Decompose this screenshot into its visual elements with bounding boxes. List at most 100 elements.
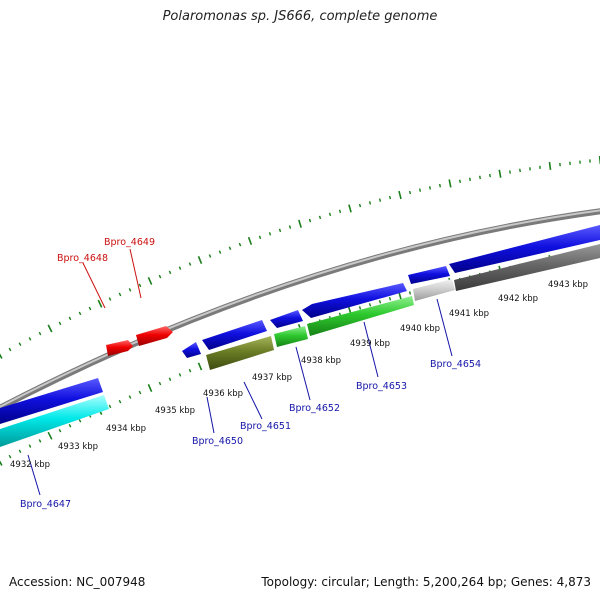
kbp-label-4937: 4937 kbp — [252, 373, 292, 383]
inner-tick — [388, 296, 392, 301]
kbp-label-4941: 4941 kbp — [449, 309, 489, 319]
outer-tick — [38, 331, 42, 336]
gene-bpro-4651[interactable] — [202, 320, 267, 350]
inner-tick — [147, 383, 153, 393]
outer-tick — [308, 218, 312, 223]
kbp-label-4943: 4943 kbp — [548, 280, 588, 290]
outer-tick — [318, 215, 322, 220]
outer-tick — [228, 246, 232, 251]
outer-tick — [368, 201, 372, 205]
kbp-label-4936: 4936 kbp — [203, 389, 243, 399]
gene-bpro-4649[interactable] — [136, 326, 173, 346]
gene-left-blue[interactable] — [0, 378, 103, 424]
outer-tick — [0, 353, 3, 359]
inner-tick — [197, 362, 203, 371]
outer-tick — [328, 212, 332, 217]
inner-tick — [378, 299, 382, 304]
outer-tick — [108, 297, 112, 301]
gene-label-bpro-4647[interactable]: Bpro_4647 — [20, 499, 71, 510]
outer-tick — [439, 183, 441, 188]
gene-label-bpro-4648[interactable]: Bpro_4648 — [57, 253, 108, 264]
kbp-label-4940: 4940 kbp — [400, 324, 440, 334]
inner-tick — [128, 395, 132, 399]
kbp-label-4934: 4934 kbp — [106, 424, 146, 434]
inner-tick — [158, 381, 162, 386]
inner-tick — [28, 444, 32, 448]
leader-lines — [27, 248, 453, 496]
outer-tick — [358, 203, 362, 208]
outer-tick — [188, 262, 192, 266]
outer-tick — [68, 316, 72, 321]
outer-tick — [378, 198, 382, 202]
outer-tick — [128, 288, 132, 292]
outer-tick — [288, 225, 292, 229]
gene-label-bpro-4653[interactable]: Bpro_4653 — [356, 381, 407, 392]
inner-tick — [38, 439, 42, 443]
outer-tick — [268, 232, 272, 236]
outer-tick — [408, 190, 412, 195]
gene-bpro-4653[interactable] — [302, 283, 407, 318]
gene-bpro-4652[interactable] — [270, 310, 303, 328]
inner-tick — [408, 291, 412, 295]
outer-tick — [489, 173, 491, 178]
gene-dark-grey[interactable] — [454, 244, 600, 291]
gene-label-bpro-4650[interactable]: Bpro_4650 — [192, 436, 243, 447]
outer-tick — [459, 179, 461, 184]
outer-tick — [138, 283, 142, 288]
outer-tick — [428, 186, 432, 190]
outer-tick — [548, 161, 552, 171]
outer-tick — [498, 169, 502, 178]
gene-bpro-4647[interactable] — [0, 395, 109, 447]
inner-tick — [178, 373, 182, 377]
gene-olive-block[interactable] — [206, 336, 274, 370]
outer-tick — [247, 236, 253, 245]
outer-tick — [58, 321, 62, 326]
gene-right-blue[interactable] — [449, 225, 600, 273]
gene-label-bpro-4652[interactable]: Bpro_4652 — [289, 403, 340, 414]
outer-tick — [8, 347, 12, 352]
outer-tick — [147, 276, 153, 285]
inner-tick — [358, 306, 362, 310]
gene-bpro-4648[interactable] — [106, 340, 133, 356]
outer-tick — [298, 219, 302, 228]
inner-tick — [138, 390, 142, 395]
outer-tick — [338, 209, 342, 214]
outer-tick — [78, 311, 82, 316]
outer-tick — [348, 204, 352, 213]
outer-tick — [118, 292, 122, 297]
gene-green-left[interactable] — [274, 326, 308, 347]
outer-tick-marks — [0, 155, 600, 359]
kbp-label-4938: 4938 kbp — [301, 356, 341, 366]
outer-tick — [18, 342, 22, 346]
inner-tick — [108, 404, 112, 409]
kbp-label-4935: 4935 kbp — [155, 406, 195, 416]
outer-tick — [418, 188, 422, 192]
outer-tick — [258, 235, 262, 240]
outer-tick — [278, 228, 282, 233]
outer-tick — [479, 175, 481, 180]
gene-bpro-4654-upper[interactable] — [408, 266, 450, 284]
inner-tick — [188, 368, 192, 373]
outer-tick — [509, 170, 511, 174]
inner-tick — [18, 449, 22, 454]
outer-tick — [28, 337, 32, 341]
outer-tick — [398, 190, 402, 200]
inner-tick — [368, 303, 372, 307]
outer-tick — [448, 179, 452, 188]
gene-label-bpro-4649[interactable]: Bpro_4649 — [104, 237, 155, 248]
outer-tick — [47, 324, 53, 333]
inner-tick — [8, 454, 12, 459]
outer-tick — [519, 168, 521, 173]
outer-tick — [168, 270, 172, 275]
outer-tick — [88, 306, 92, 311]
gene-label-bpro-4651[interactable]: Bpro_4651 — [240, 421, 291, 432]
outer-tick — [178, 266, 182, 270]
gene-green-long[interactable] — [307, 296, 414, 336]
inner-tick — [58, 428, 62, 433]
gene-label-bpro-4654[interactable]: Bpro_4654 — [430, 359, 481, 370]
gene-bpro-4650[interactable] — [182, 342, 201, 358]
inner-tick — [78, 419, 82, 423]
gene-light-grey[interactable] — [413, 279, 455, 301]
outer-tick — [158, 274, 162, 279]
